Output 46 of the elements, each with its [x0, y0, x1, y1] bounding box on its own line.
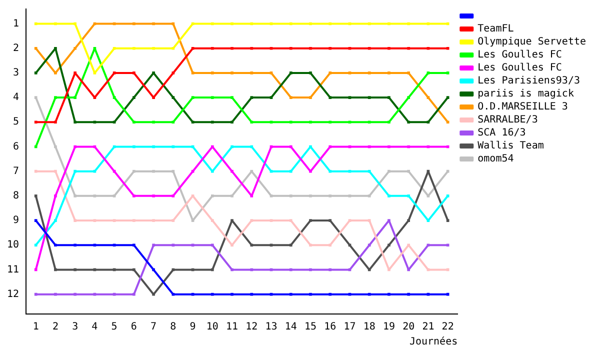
x-tick-label: 3: [72, 322, 78, 333]
legend-label: Wallis Team: [478, 140, 544, 152]
x-tick-label: 15: [304, 322, 317, 333]
y-tick-label: 7: [13, 166, 20, 177]
y-tick-label: 8: [13, 190, 20, 202]
y-tick-label: 3: [13, 68, 20, 79]
x-tick-label: 6: [130, 322, 137, 333]
x-tick-label: 2: [52, 322, 58, 333]
x-tick-label: 12: [246, 322, 258, 333]
x-tick-label: 9: [190, 322, 196, 333]
legend-label: TeamFL: [478, 24, 514, 35]
x-tick-label: 8: [170, 322, 176, 333]
y-tick-label: 11: [6, 264, 20, 276]
x-tick-label: 13: [265, 322, 278, 333]
y-tick-label: 2: [13, 42, 20, 54]
legend-label: O.D.MARSEILLE 3: [478, 102, 568, 113]
x-tick-label: 16: [324, 322, 336, 333]
legend-label: Les Goulles FC: [478, 50, 562, 61]
x-tick-label: 7: [150, 322, 157, 333]
x-axis-title: Journées: [409, 336, 458, 348]
legend-label: SARRALBE/3: [478, 114, 538, 126]
x-tick-label: 17: [344, 322, 356, 333]
legend-label: Olympique Servette: [478, 36, 586, 48]
x-tick-label: 4: [92, 322, 98, 333]
y-tick-label: 10: [6, 240, 20, 251]
x-tick-label: 21: [422, 322, 434, 333]
y-tick-label: 9: [13, 215, 20, 226]
legend-label: pariis is magick: [478, 88, 574, 100]
legend-label: SCA 16/3: [478, 128, 526, 139]
x-tick-label: 18: [363, 322, 376, 333]
y-tick-label: 5: [13, 116, 20, 128]
legend-label: Les Goulles FC: [478, 62, 562, 74]
y-tick-label: 12: [6, 288, 20, 300]
y-tick-label: 4: [13, 92, 20, 104]
y-tick-label: 6: [13, 141, 20, 152]
x-tick-label: 10: [206, 322, 218, 333]
legend-label: Les Parisiens93/3: [478, 76, 580, 87]
x-tick-label: 14: [284, 322, 297, 333]
x-tick-label: 5: [111, 322, 118, 333]
x-tick-label: 11: [226, 322, 238, 333]
legend-label: omom54: [478, 154, 514, 165]
x-tick-label: 19: [382, 322, 395, 333]
x-tick-label: 20: [402, 322, 415, 333]
y-tick-label: 1: [13, 18, 20, 30]
x-tick-label: 1: [32, 322, 39, 333]
x-tick-label: 22: [442, 322, 454, 333]
